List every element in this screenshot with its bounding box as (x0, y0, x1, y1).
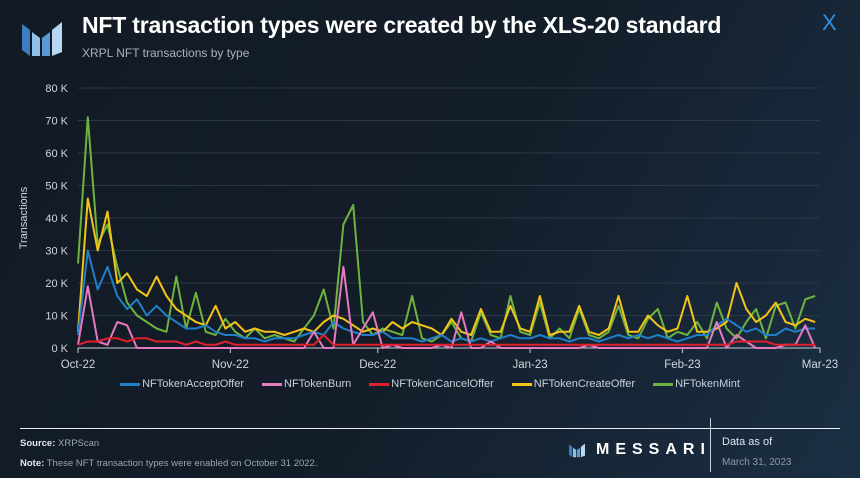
y-tick-label: 40 K (45, 213, 68, 225)
legend-item[interactable]: NFTokenCancelOffer (369, 378, 494, 390)
data-as-of-date: March 31, 2023 (722, 457, 792, 468)
series-line-NFTokenCreateOffer (77, 197, 816, 336)
series-line-NFTokenCancelOffer (77, 334, 816, 346)
legend-label: NFTokenCancelOffer (391, 378, 494, 390)
data-as-of-label: Data as of (722, 436, 773, 448)
legend-swatch (262, 382, 283, 386)
series-line-NFTokenMint (77, 116, 816, 343)
footer-divider (20, 428, 840, 429)
legend-label: NFTokenCreateOffer (533, 378, 636, 390)
x-tick-label: Feb-23 (664, 359, 700, 371)
messari-logo-icon (22, 22, 62, 56)
legend-label: NFTokenMint (675, 378, 740, 390)
note-text: Note: These NFT transaction types were e… (20, 458, 317, 469)
y-axis-label: Transactions (18, 186, 30, 249)
legend-swatch (511, 382, 532, 386)
source-text: Source: XRPScan (20, 438, 99, 449)
source-label: Source: (20, 438, 56, 449)
y-tick-label: 10 K (45, 311, 68, 323)
note-label: Note: (20, 458, 45, 469)
brand-name: MESSARI (596, 441, 711, 458)
legend-swatch (653, 382, 674, 386)
x-tick-label: Nov-22 (212, 359, 249, 371)
messari-mark-icon (569, 443, 585, 458)
legend-label: NFTokenAcceptOffer (142, 378, 245, 390)
messari-brand: MESSARI (566, 441, 711, 459)
y-tick-label: 70 K (45, 116, 68, 128)
series-line-NFTokenAcceptOffer (77, 249, 816, 343)
note-value: These NFT transaction types were enabled… (46, 458, 318, 469)
footer-vertical-divider (710, 418, 711, 472)
legend-label: NFTokenBurn (284, 378, 352, 390)
x-tick-label: Mar-23 (802, 359, 838, 371)
legend-item[interactable]: NFTokenMint (653, 378, 740, 390)
chart-title: NFT transaction types were created by th… (82, 12, 722, 38)
close-icon[interactable]: X (822, 10, 837, 35)
x-tick-label: Dec-22 (359, 359, 396, 371)
source-value: XRPScan (58, 438, 100, 449)
y-tick-label: 20 K (45, 278, 68, 290)
legend-swatch (120, 382, 141, 386)
x-tick-label: Oct-22 (61, 359, 96, 371)
y-tick-label: 0 K (51, 343, 68, 355)
y-tick-label: 80 K (45, 83, 68, 95)
y-tick-label: 60 K (45, 148, 68, 160)
legend-item[interactable]: NFTokenAcceptOffer (120, 378, 244, 390)
legend-item[interactable]: NFTokenCreateOffer (511, 378, 636, 390)
y-tick-label: 50 K (45, 181, 68, 193)
legend-item[interactable]: NFTokenBurn (262, 378, 351, 390)
legend-swatch (369, 382, 390, 386)
chart-subtitle: XRPL NFT transactions by type (82, 46, 250, 60)
x-tick-label: Jan-23 (512, 359, 547, 371)
y-tick-label: 30 K (45, 246, 68, 258)
chart-legend: NFTokenAcceptOffer NFTokenBurn NFTokenCanc… (0, 378, 860, 390)
series-line-NFTokenBurn (77, 265, 817, 349)
